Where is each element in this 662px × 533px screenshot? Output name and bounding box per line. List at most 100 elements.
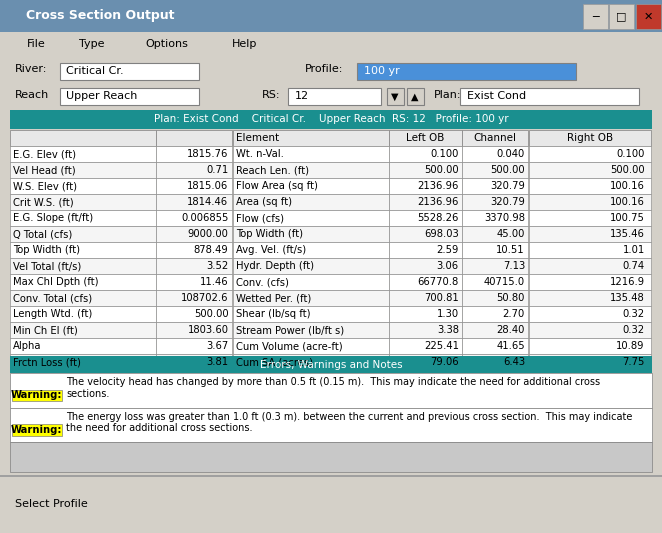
Text: 1.30: 1.30 — [437, 309, 459, 319]
Text: 10.89: 10.89 — [616, 342, 645, 351]
Text: 3.52: 3.52 — [206, 261, 228, 271]
Text: 135.48: 135.48 — [610, 293, 645, 303]
Text: Right OB: Right OB — [567, 133, 613, 143]
Text: Type: Type — [79, 39, 105, 49]
Text: E.G. Elev (ft): E.G. Elev (ft) — [13, 149, 76, 159]
Text: Select Profile: Select Profile — [15, 499, 87, 508]
Text: 100 yr: 100 yr — [364, 67, 400, 76]
Text: 3.06: 3.06 — [437, 261, 459, 271]
Text: ✕: ✕ — [643, 12, 653, 21]
Text: 500.00: 500.00 — [610, 165, 645, 175]
Text: 135.46: 135.46 — [610, 229, 645, 239]
Text: Hydr. Depth (ft): Hydr. Depth (ft) — [236, 261, 314, 271]
Text: Shear (lb/sq ft): Shear (lb/sq ft) — [236, 309, 311, 319]
Text: Reach Len. (ft): Reach Len. (ft) — [236, 165, 309, 175]
Text: 1815.06: 1815.06 — [187, 181, 228, 191]
Text: 79.06: 79.06 — [430, 358, 459, 367]
Text: 2.70: 2.70 — [502, 309, 525, 319]
Text: 0.040: 0.040 — [496, 149, 525, 159]
Text: 500.00: 500.00 — [194, 309, 228, 319]
Text: Cum Volume (acre-ft): Cum Volume (acre-ft) — [236, 342, 343, 351]
Text: 2136.96: 2136.96 — [417, 181, 459, 191]
Text: 1803.60: 1803.60 — [187, 325, 228, 335]
Text: 7.13: 7.13 — [502, 261, 525, 271]
Text: ─: ─ — [592, 12, 598, 21]
Text: 320.79: 320.79 — [490, 197, 525, 207]
Text: 225.41: 225.41 — [424, 342, 459, 351]
Text: Q Total (cfs): Q Total (cfs) — [13, 229, 73, 239]
Text: Warning:: Warning: — [11, 425, 62, 435]
Text: ▼: ▼ — [391, 92, 399, 101]
Text: 0.006855: 0.006855 — [181, 213, 228, 223]
Text: 50.80: 50.80 — [496, 293, 525, 303]
Text: Length Wtd. (ft): Length Wtd. (ft) — [13, 309, 93, 319]
Text: Plan: Exist Cond    Critical Cr.    Upper Reach  RS: 12   Profile: 100 yr: Plan: Exist Cond Critical Cr. Upper Reac… — [154, 115, 508, 124]
Text: Critical Cr.: Critical Cr. — [66, 67, 124, 76]
Text: 12: 12 — [295, 92, 308, 101]
Text: 3.38: 3.38 — [437, 325, 459, 335]
Text: Plan:: Plan: — [434, 90, 461, 100]
Text: 28.40: 28.40 — [496, 325, 525, 335]
Text: Stream Power (lb/ft s): Stream Power (lb/ft s) — [236, 325, 344, 335]
Text: W.S. Elev (ft): W.S. Elev (ft) — [13, 181, 77, 191]
Text: 0.100: 0.100 — [616, 149, 645, 159]
Text: Max Chl Dpth (ft): Max Chl Dpth (ft) — [13, 277, 99, 287]
Text: 500.00: 500.00 — [424, 165, 459, 175]
Text: 698.03: 698.03 — [424, 229, 459, 239]
Text: □: □ — [616, 12, 627, 21]
Text: Cross Section Output: Cross Section Output — [26, 10, 175, 22]
Text: 100.16: 100.16 — [610, 181, 645, 191]
Text: 0.32: 0.32 — [623, 325, 645, 335]
Text: 500.00: 500.00 — [491, 165, 525, 175]
Text: 3370.98: 3370.98 — [484, 213, 525, 223]
Text: The energy loss was greater than 1.0 ft (0.3 m). between the current and previou: The energy loss was greater than 1.0 ft … — [66, 411, 633, 433]
Text: 41.65: 41.65 — [496, 342, 525, 351]
Text: 878.49: 878.49 — [194, 245, 228, 255]
Text: 11.46: 11.46 — [200, 277, 228, 287]
Text: Channel: Channel — [474, 133, 516, 143]
Text: 9000.00: 9000.00 — [187, 229, 228, 239]
Text: Element: Element — [236, 133, 279, 143]
Text: Conv. (cfs): Conv. (cfs) — [236, 277, 289, 287]
Text: 0.74: 0.74 — [623, 261, 645, 271]
Text: 6.43: 6.43 — [503, 358, 525, 367]
Text: Errors, Warnings and Notes: Errors, Warnings and Notes — [260, 360, 402, 369]
Text: 2.59: 2.59 — [436, 245, 459, 255]
Text: Wetted Per. (ft): Wetted Per. (ft) — [236, 293, 312, 303]
Text: Crit W.S. (ft): Crit W.S. (ft) — [13, 197, 74, 207]
Text: Options: Options — [146, 39, 189, 49]
Text: 1.01: 1.01 — [622, 245, 645, 255]
Text: ▲: ▲ — [411, 92, 419, 101]
Text: 1815.76: 1815.76 — [187, 149, 228, 159]
Text: 3.81: 3.81 — [207, 358, 228, 367]
Text: 320.79: 320.79 — [490, 181, 525, 191]
Text: Cum SA (acres): Cum SA (acres) — [236, 358, 313, 367]
Text: Exist Cond: Exist Cond — [467, 92, 526, 101]
Text: Flow Area (sq ft): Flow Area (sq ft) — [236, 181, 318, 191]
Text: E.G. Slope (ft/ft): E.G. Slope (ft/ft) — [13, 213, 93, 223]
Text: 0.32: 0.32 — [623, 309, 645, 319]
Text: Upper Reach: Upper Reach — [66, 92, 138, 101]
Text: 0.100: 0.100 — [430, 149, 459, 159]
Text: 100.16: 100.16 — [610, 197, 645, 207]
Text: 2136.96: 2136.96 — [417, 197, 459, 207]
Text: Vel Total (ft/s): Vel Total (ft/s) — [13, 261, 81, 271]
Text: 108702.6: 108702.6 — [181, 293, 228, 303]
Text: Profile:: Profile: — [305, 64, 343, 74]
Text: 45.00: 45.00 — [496, 229, 525, 239]
Text: Avg. Vel. (ft/s): Avg. Vel. (ft/s) — [236, 245, 307, 255]
Text: 1814.46: 1814.46 — [187, 197, 228, 207]
Text: Area (sq ft): Area (sq ft) — [236, 197, 293, 207]
Text: File: File — [26, 39, 45, 49]
Text: 0.71: 0.71 — [206, 165, 228, 175]
Text: Frctn Loss (ft): Frctn Loss (ft) — [13, 358, 81, 367]
Text: Flow (cfs): Flow (cfs) — [236, 213, 285, 223]
Text: Min Ch El (ft): Min Ch El (ft) — [13, 325, 78, 335]
Text: 100.75: 100.75 — [610, 213, 645, 223]
Text: 10.51: 10.51 — [496, 245, 525, 255]
Text: RS:: RS: — [261, 90, 280, 100]
Text: Alpha: Alpha — [13, 342, 42, 351]
Text: Vel Head (ft): Vel Head (ft) — [13, 165, 76, 175]
Text: The velocity head has changed by more than 0.5 ft (0.15 m).  This may indicate t: The velocity head has changed by more th… — [66, 377, 600, 399]
Text: Warning:: Warning: — [11, 391, 62, 400]
